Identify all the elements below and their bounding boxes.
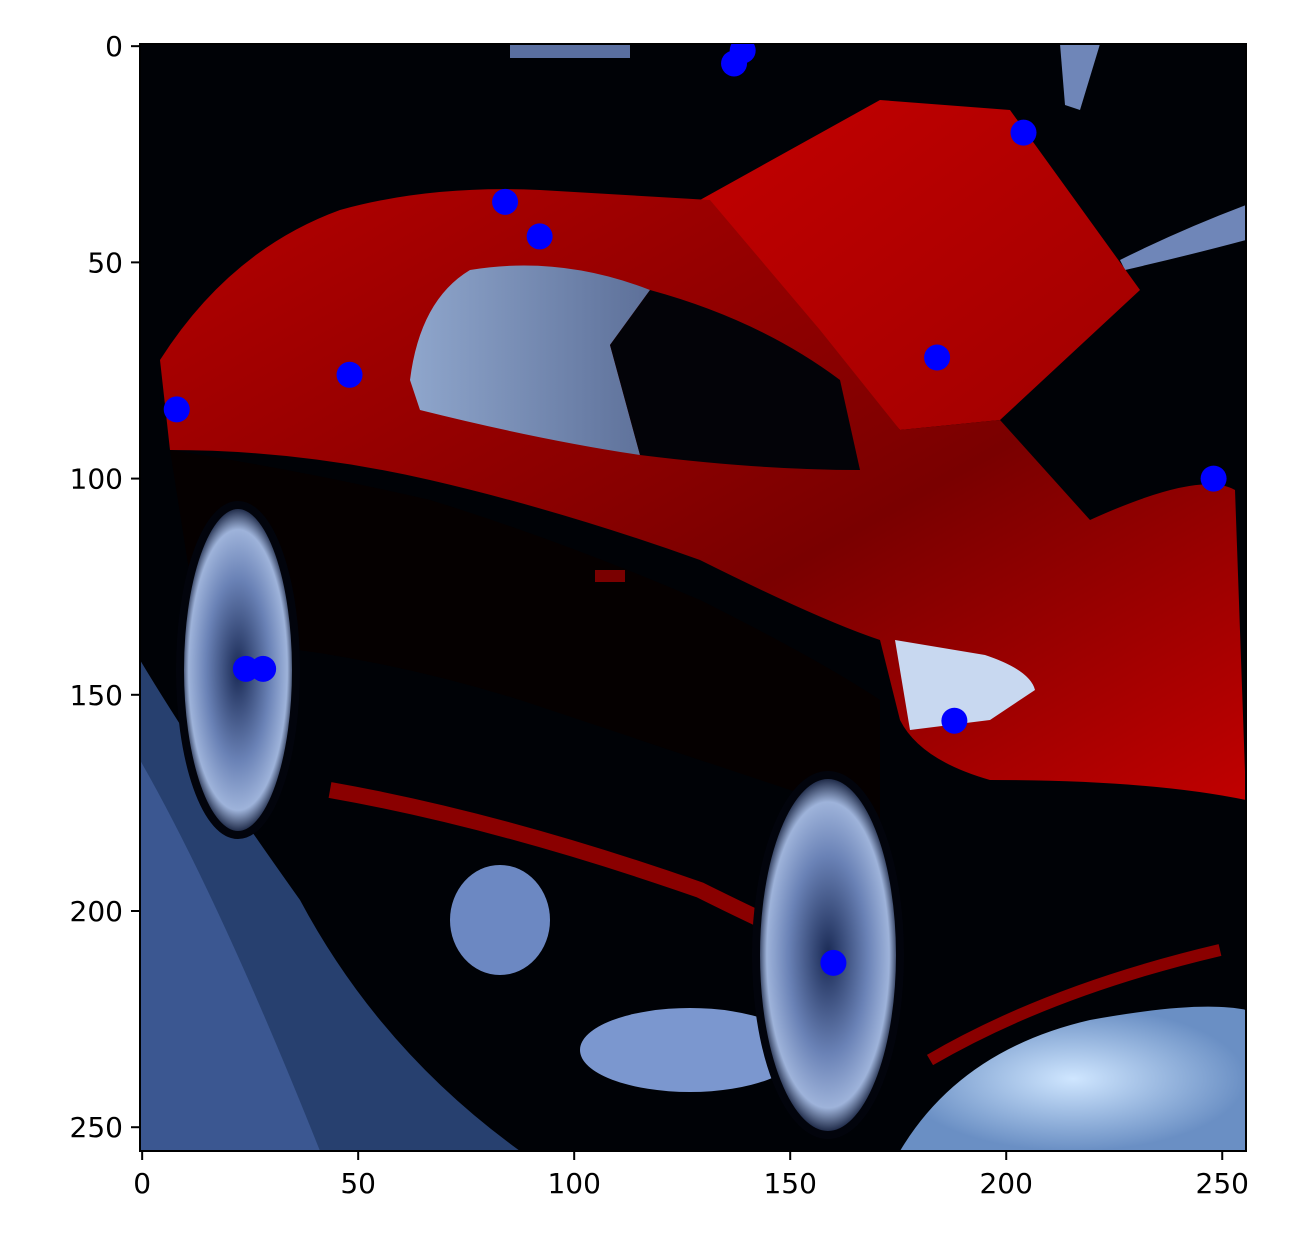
keypoint-marker [924,344,951,371]
keypoint-marker [1010,119,1037,146]
y-tick-label: 0 [105,30,123,63]
y-tick-label: 200 [70,895,123,928]
keypoint-marker [250,655,277,682]
x-tick-label: 100 [547,1167,600,1200]
keypoint-marker [492,188,519,215]
x-tick-label: 50 [340,1167,376,1200]
y-tick-label: 100 [70,463,123,496]
car-photo [140,44,1246,1151]
plot-area-frame [139,43,1247,1152]
keypoint-marker [336,361,363,388]
y-tick-label: 150 [70,679,123,712]
x-axis: 0 50 100 150 200 250 [133,1151,1249,1200]
x-tick-label: 150 [763,1167,816,1200]
keypoint-marker [1200,465,1227,492]
keypoints-series [163,44,1227,976]
keypoint-marker [163,396,190,423]
x-tick-label: 200 [979,1167,1032,1200]
y-tick-label: 50 [87,246,123,279]
keypoint-marker [941,707,968,734]
y-tick-label: 250 [70,1111,123,1144]
x-tick-label: 0 [133,1167,151,1200]
keypoint-marker [820,949,847,976]
x-tick-label: 250 [1196,1167,1249,1200]
y-axis: 0 50 100 150 200 250 [70,30,140,1144]
keypoint-marker [729,44,756,64]
keypoint-marker [526,223,553,250]
